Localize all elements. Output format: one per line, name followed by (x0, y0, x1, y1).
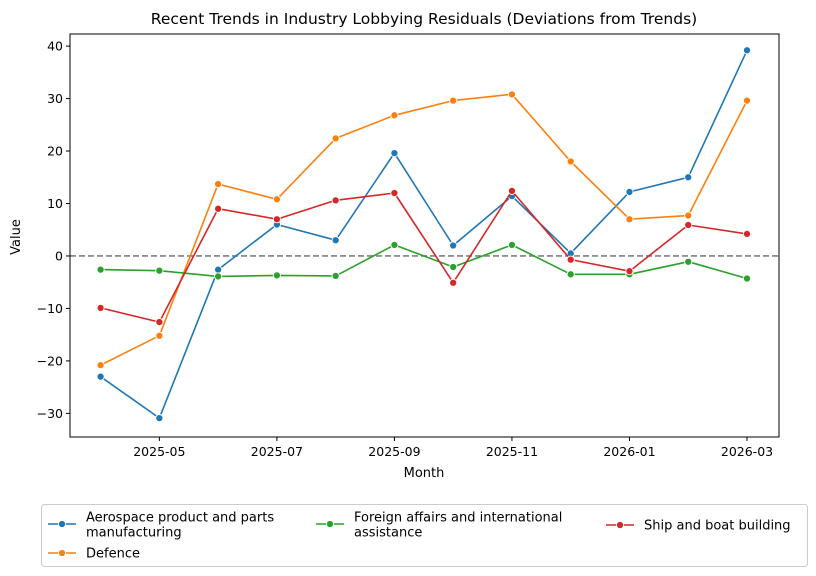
series-line (100, 93, 748, 366)
data-point (449, 241, 458, 250)
data-point (742, 274, 752, 283)
legend-entry: Ship and boat building (606, 519, 791, 534)
data-point (507, 186, 516, 195)
axes: −30 −20 −10 0 10 20 30 40 2025-05 2025-07 2025-09 2… (37, 33, 780, 459)
legend-label: Defence (86, 547, 140, 562)
legend-box (41, 504, 808, 567)
legend-entry: Defence (48, 547, 140, 562)
data-point (390, 188, 399, 198)
data-point (449, 96, 458, 105)
series-3 (96, 240, 752, 283)
data-point (214, 265, 223, 274)
data-point (96, 361, 105, 370)
data-point (449, 278, 458, 287)
legend-label: manufacturing (86, 526, 182, 541)
data-point (390, 149, 399, 158)
data-point (625, 215, 634, 224)
series-line (100, 244, 748, 280)
series-4 (96, 186, 752, 327)
legend-label: Aerospace product and parts (86, 511, 274, 526)
legend-label: Foreign affairs and international (354, 511, 562, 526)
data-point (684, 257, 693, 266)
data-point (331, 196, 340, 205)
chart-title: Recent Trends in Industry Lobbying Resid… (151, 10, 697, 28)
data-point (390, 240, 399, 249)
legend-marker (325, 519, 335, 529)
x-tick-label: 2025-11 (486, 444, 538, 459)
data-point (566, 157, 575, 166)
series-2 (96, 90, 752, 370)
x-tick-label: 2025-07 (251, 444, 303, 459)
data-point (331, 134, 340, 143)
data-point (96, 265, 105, 274)
data-point (742, 46, 752, 55)
y-tick-label: 20 (47, 144, 63, 159)
plot-area (70, 46, 779, 423)
data-point (684, 173, 693, 182)
series-1 (96, 46, 752, 423)
legend-entry: Foreign affairs and internationalassista… (316, 511, 562, 541)
data-point (96, 372, 105, 381)
y-tick-label: −10 (37, 301, 63, 316)
y-tick-label: −30 (37, 406, 63, 421)
y-axis-label: Value (9, 219, 24, 255)
y-tick-label: 10 (47, 196, 63, 211)
y-tick-label: 40 (47, 39, 63, 54)
data-point (155, 266, 164, 275)
plot-frame (69, 33, 780, 438)
series-line (100, 49, 748, 419)
data-point (155, 318, 164, 327)
data-point (96, 303, 105, 312)
y-tick-label: 0 (55, 248, 63, 263)
data-point (272, 271, 281, 280)
x-tick-label: 2025-09 (368, 444, 420, 459)
data-point (566, 255, 575, 264)
x-tick-label: 2026-03 (721, 444, 773, 459)
legend-marker (57, 548, 67, 558)
data-point (742, 96, 752, 105)
legend-marker (57, 519, 67, 529)
data-point (214, 272, 223, 281)
data-point (155, 331, 164, 340)
data-point (684, 220, 693, 230)
x-axis-label: Month (404, 466, 445, 481)
x-tick-label: 2026-01 (603, 444, 655, 459)
data-point (449, 262, 458, 272)
data-point (390, 111, 399, 120)
data-point (625, 267, 634, 276)
x-tick-label: 2025-05 (133, 444, 185, 459)
data-point (214, 204, 223, 213)
y-tick-label: 30 (47, 91, 63, 106)
data-point (507, 90, 516, 99)
data-point (155, 414, 164, 423)
legend-marker (615, 520, 625, 530)
legend: Aerospace product and partsmanufacturing… (41, 504, 808, 567)
data-point (331, 236, 340, 245)
data-point (272, 215, 281, 224)
data-point (566, 270, 575, 279)
legend-label: Ship and boat building (644, 519, 791, 534)
y-tick-label: −20 (37, 353, 63, 368)
data-point (742, 229, 752, 238)
data-point (507, 240, 516, 249)
data-point (331, 271, 340, 280)
series-line (100, 190, 748, 323)
data-point (214, 180, 223, 189)
data-point (625, 187, 634, 196)
data-point (272, 195, 281, 204)
data-point (684, 211, 693, 220)
legend-label: assistance (354, 526, 422, 541)
